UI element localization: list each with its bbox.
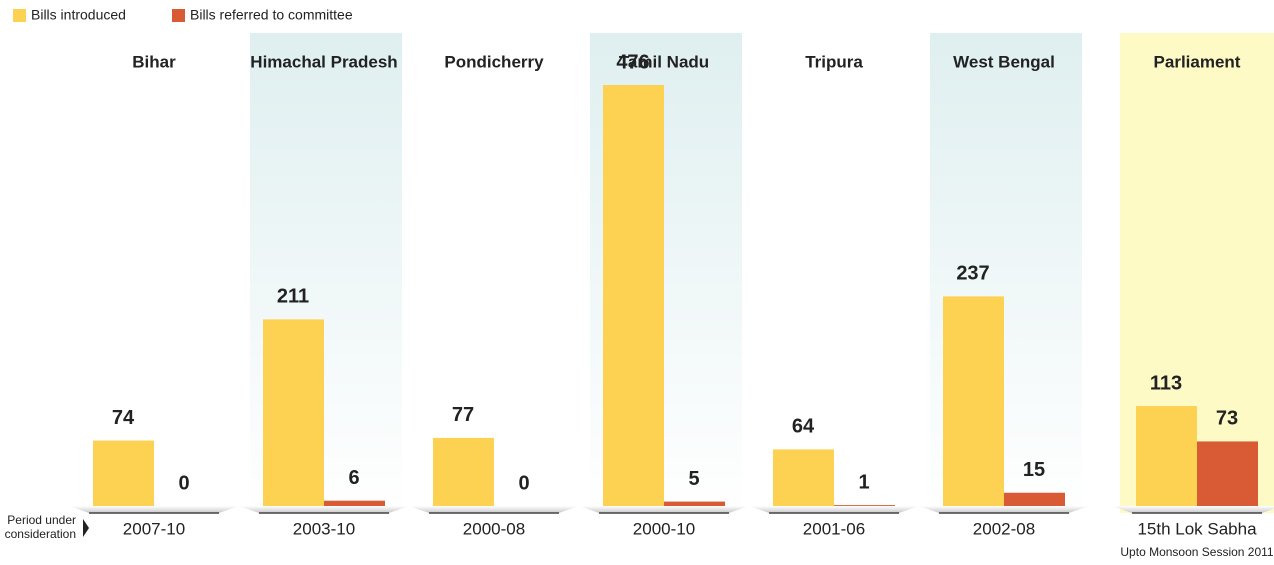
period-label: 2002-08 (973, 519, 1035, 538)
period-label: 2000-08 (463, 519, 525, 538)
value-label: 15 (1023, 459, 1045, 481)
value-label: 6 (348, 467, 359, 489)
bar (664, 501, 725, 506)
period-label: 2001-06 (803, 519, 865, 538)
base-shadow (919, 506, 1089, 513)
bar (1136, 406, 1197, 506)
bar (324, 500, 385, 506)
bar (834, 505, 895, 506)
bar (1004, 492, 1065, 506)
base-shadow (749, 506, 919, 513)
value-label: 74 (112, 407, 135, 429)
value-label: 476 (616, 51, 649, 73)
legend-swatch (13, 9, 26, 22)
category-title: West Bengal (953, 52, 1055, 71)
category-title: Tamil Nadu (619, 52, 709, 71)
base-shadow (1112, 506, 1274, 513)
value-label: 77 (452, 404, 474, 426)
value-label: 113 (1150, 372, 1182, 394)
period-caption: consideration (5, 527, 76, 541)
base-shadow (409, 506, 579, 513)
panel-backgrounds (250, 33, 1274, 513)
legend-swatch (172, 9, 185, 22)
value-label: 1 (858, 471, 869, 493)
category-title: Parliament (1154, 52, 1241, 71)
legend-label: Bills introduced (31, 7, 126, 23)
value-label: 211 (277, 286, 309, 308)
category-title: Himachal Pradesh (250, 52, 397, 71)
bar (773, 449, 834, 506)
category-title: Bihar (132, 52, 176, 71)
bar (603, 85, 664, 506)
period-label: 15th Lok Sabha (1137, 519, 1257, 538)
bar (93, 440, 154, 506)
period-label: 2003-10 (293, 519, 355, 538)
period-arrow (83, 519, 89, 537)
bar (263, 319, 324, 506)
category-title: Pondicherry (444, 52, 544, 71)
value-label: 0 (178, 472, 189, 494)
note: Upto Monsoon Session 2011 (1120, 545, 1274, 559)
base-shadow (239, 506, 409, 513)
bar (943, 296, 1004, 506)
value-label: 0 (518, 472, 529, 494)
period-caption: Period under (7, 513, 76, 527)
value-label: 73 (1216, 408, 1238, 430)
bar (1197, 441, 1258, 506)
bar (433, 437, 494, 506)
legend-label: Bills referred to committee (190, 7, 353, 23)
category-title: Tripura (805, 52, 863, 71)
base-shadow (69, 506, 239, 513)
period-label: 2007-10 (123, 519, 185, 538)
value-label: 64 (792, 416, 815, 438)
value-label: 237 (956, 263, 989, 285)
base-shadow (579, 506, 749, 513)
period-label: 2000-10 (633, 519, 695, 538)
value-label: 5 (688, 468, 699, 490)
